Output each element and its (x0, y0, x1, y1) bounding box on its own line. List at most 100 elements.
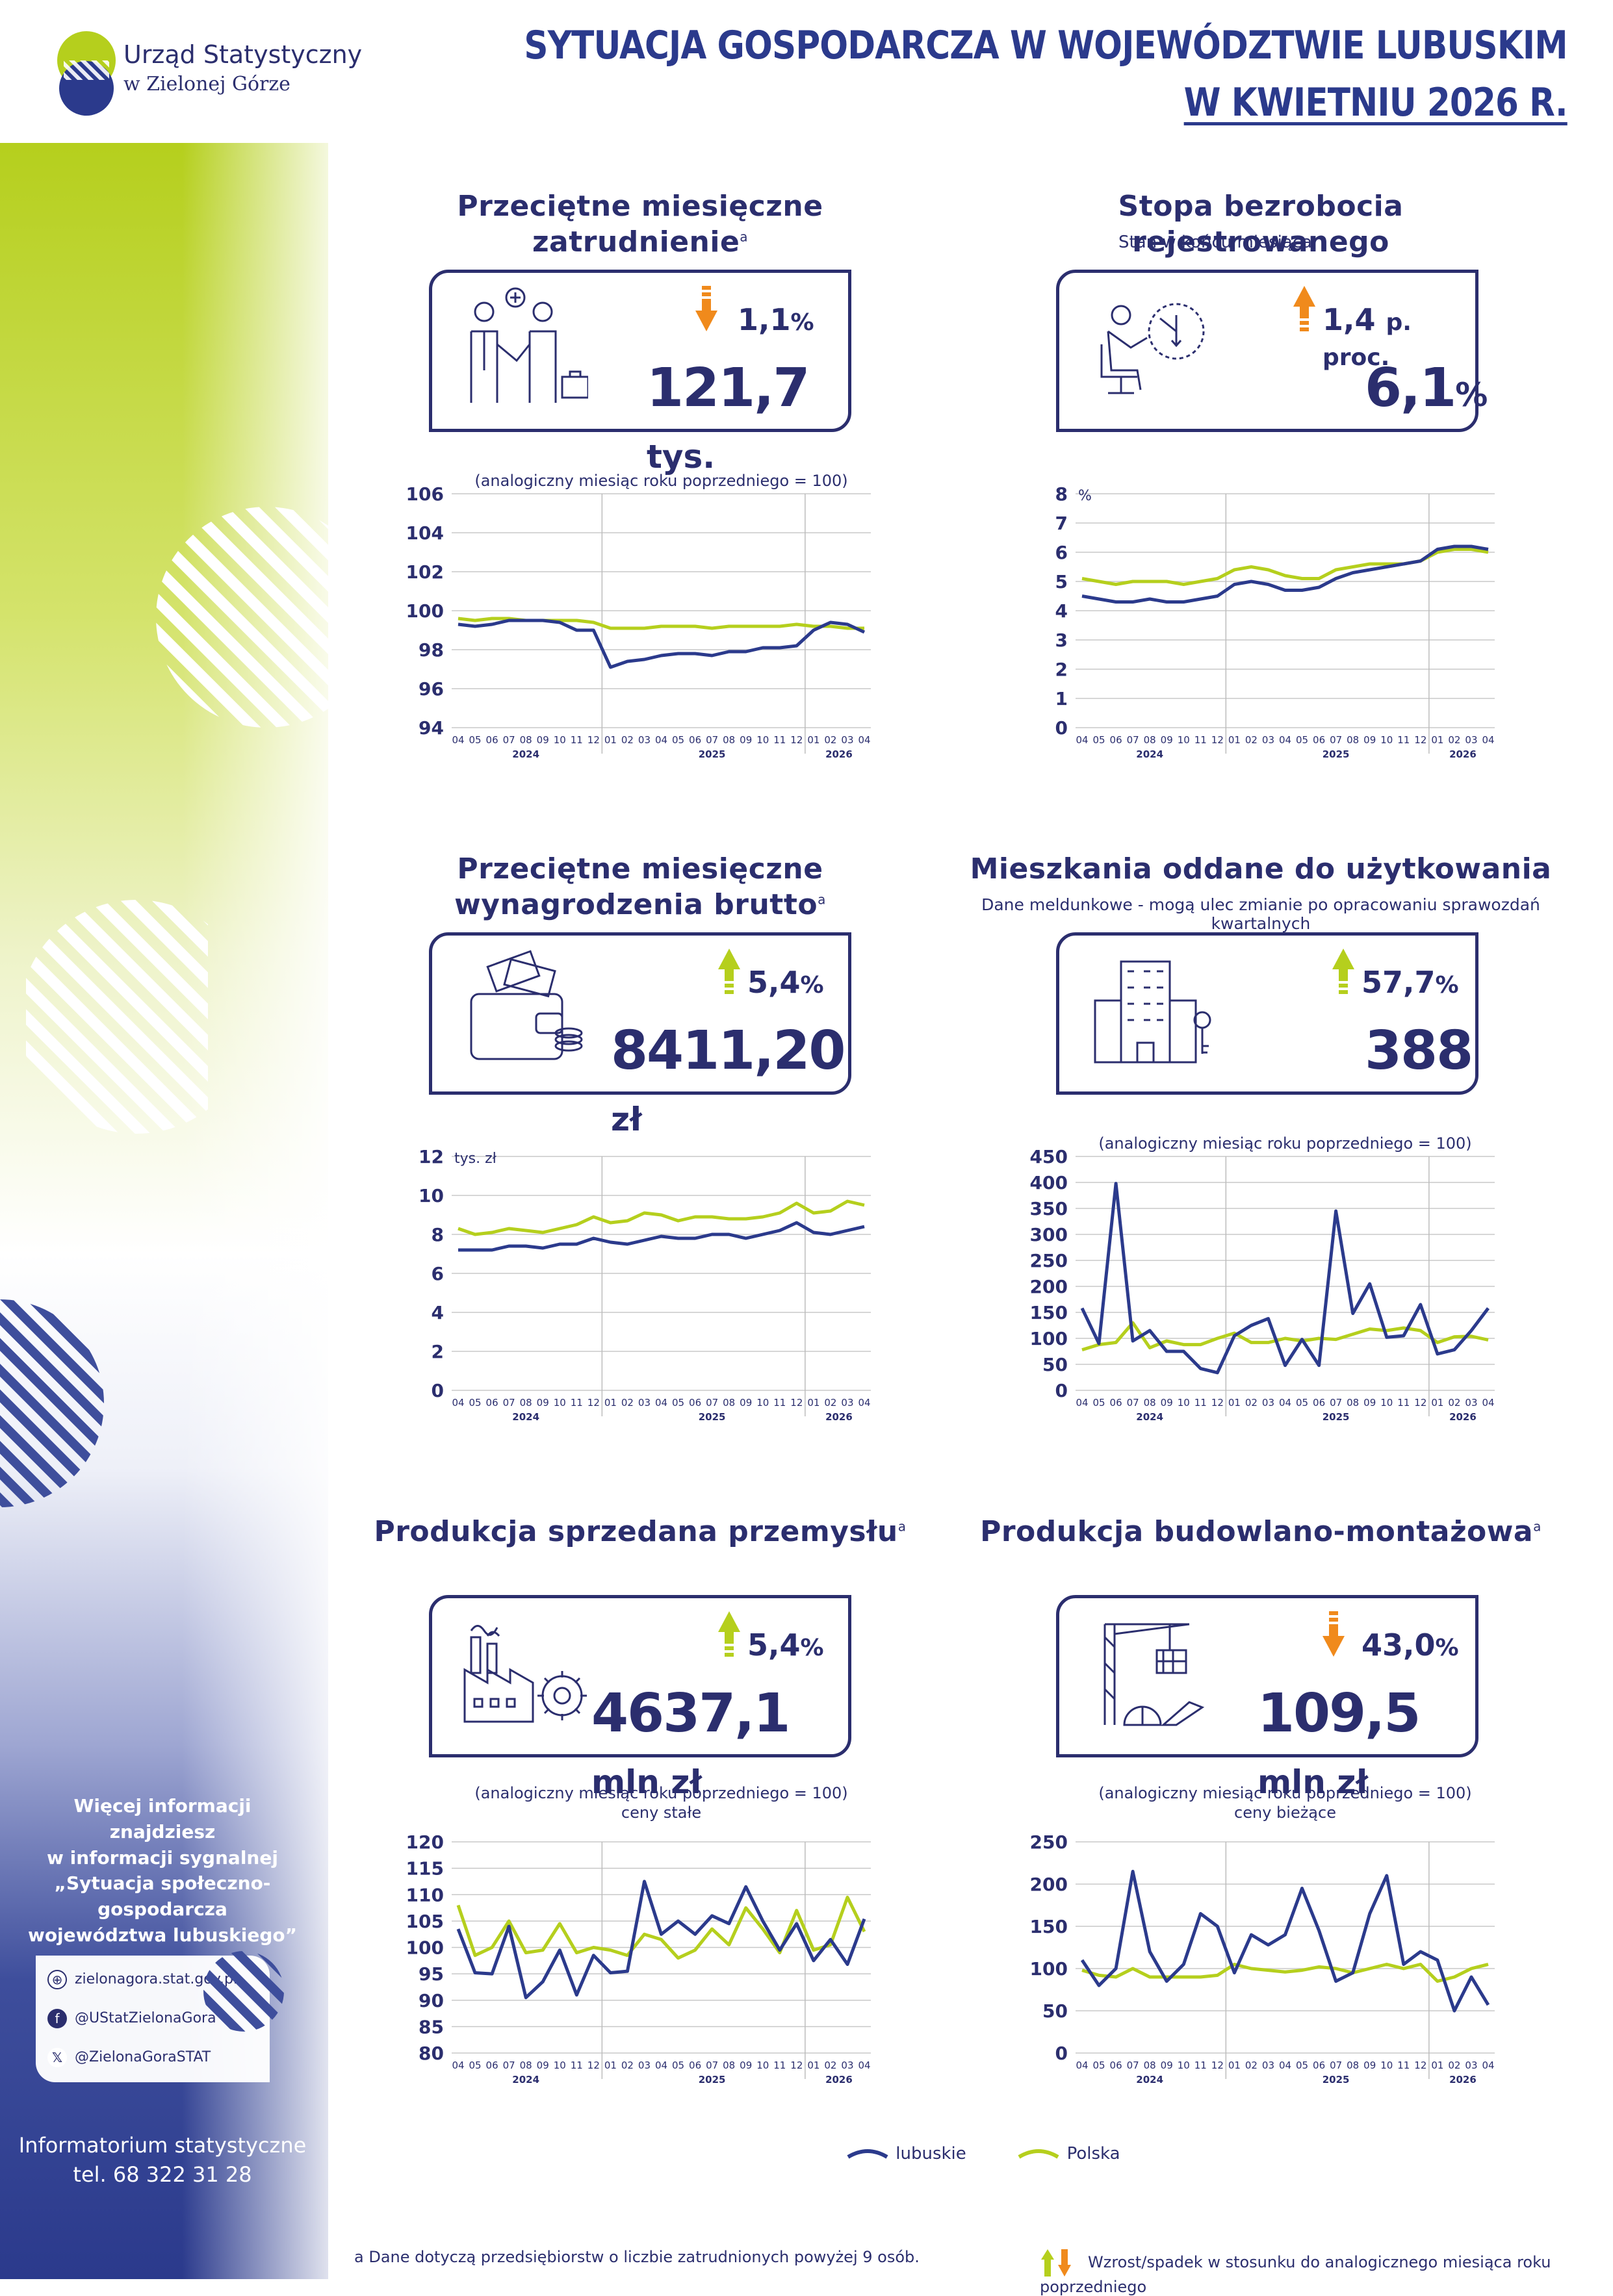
x-tick-label: 04 (452, 2060, 464, 2071)
y-tick-label: 8 (1055, 483, 1068, 505)
phone-label: Informatorium statystyczne (18, 2133, 307, 2158)
x-tick-label: 11 (571, 734, 583, 746)
x-tick-label: 08 (723, 2060, 735, 2071)
main-value: 4637,1 (591, 1683, 790, 1744)
title-line2: W KWIETNIU 2026 R. (1183, 80, 1568, 125)
series-line-polska (1081, 1963, 1489, 1983)
main-unit: tys. (647, 438, 716, 476)
x-tick-label: 11 (1194, 2060, 1207, 2071)
x-tick-label: 02 (1245, 734, 1258, 746)
sidebar-info-line: w informacji sygnalnej (47, 1846, 278, 1869)
year-label: 2025 (699, 748, 726, 760)
x-tick-label: 01 (807, 2060, 819, 2071)
phone-number: tel. 68 322 31 28 (73, 2162, 252, 2187)
x-logo-icon: 𝕏 (47, 2048, 67, 2067)
construction-chart-svg: (analogiczny miesiąc roku poprzedniego =… (1030, 1784, 1495, 2086)
y-tick-label: 250 (1030, 1831, 1068, 1853)
series-line-lubuskie (458, 1221, 865, 1252)
x-tick-label: 02 (621, 1397, 634, 1409)
y-tick-label: 85 (419, 2016, 444, 2037)
y-tick-label: 2 (1055, 659, 1068, 680)
x-tick-label: 11 (1397, 1397, 1410, 1409)
footnote-marker: a (897, 1518, 907, 1535)
x-tick-label: 09 (537, 734, 549, 746)
y-tick-label: 50 (1042, 2000, 1068, 2022)
page-title: SYTUACJA GOSPODARCZA W WOJEWÓDZTWIE LUBU… (524, 26, 1568, 140)
x-tick-label: 04 (858, 2060, 870, 2071)
change-value: 5,4 (747, 1627, 801, 1663)
up-down-arrows-icon (1041, 2249, 1071, 2277)
sidebar-info: Więcej informacji znajdziesz w informacj… (26, 1793, 299, 1948)
y-tick-label: 90 (419, 1990, 444, 2011)
x-tick-label: 12 (587, 1397, 600, 1409)
y-tick-label: 0 (1055, 717, 1068, 739)
housing-chart: (analogiczny miesiąc roku poprzedniego =… (1014, 1130, 1508, 1445)
x-tick-label: 04 (452, 734, 464, 746)
y-tick-label: 106 (406, 483, 444, 505)
x-tick-label: 03 (1262, 734, 1274, 746)
x-tick-label: 03 (1465, 734, 1477, 746)
gus-logo (57, 31, 116, 116)
waiting-person-icon (1100, 303, 1205, 394)
industry-card: 5,4% 4637,1 mln zł (429, 1595, 851, 1801)
x-tick-label: 12 (1414, 1397, 1426, 1409)
y-tick-label: 7 (1055, 513, 1068, 534)
x-tick-label: 09 (740, 1397, 752, 1409)
x-tick-label: 08 (1144, 2060, 1156, 2071)
x-tick-label: 07 (706, 2060, 718, 2071)
x-tick-label: 02 (1448, 2060, 1460, 2071)
industry-value: 4637,1 mln zł (591, 1683, 848, 1806)
chart-note: (analogiczny miesiąc roku poprzedniego =… (1098, 1134, 1471, 1153)
x-tick-label: 11 (1397, 2060, 1410, 2071)
arrow-down-icon (695, 286, 717, 331)
x-tick-label: 01 (604, 2060, 617, 2071)
x-tick-label: 06 (689, 1397, 701, 1409)
x-tick-label: 02 (1245, 1397, 1258, 1409)
unemployment-note: Stan w końcu miesiąca (1118, 233, 1312, 252)
x-tick-label: 04 (1482, 2060, 1494, 2071)
x-tick-label: 01 (807, 1397, 819, 1409)
x-tick-label: 02 (824, 734, 836, 746)
trend-note-text: Wzrost/spadek w stosunku do analogiczneg… (1040, 2253, 1551, 2296)
x-tick-label: 07 (1127, 1397, 1139, 1409)
facebook-link-text: @UStatZielonaGora (75, 2010, 216, 2026)
industry-chart: (analogiczny miesiąc roku poprzedniego =… (390, 1780, 884, 2108)
x-tick-label: 03 (638, 2060, 651, 2071)
x-tick-label: 04 (1482, 1397, 1494, 1409)
x-tick-label: 03 (638, 1397, 651, 1409)
y-tick-label: 80 (419, 2043, 444, 2064)
main-unit: mln zł (591, 1763, 702, 1801)
contact-facebook[interactable]: f @UStatZielonaGora (47, 2009, 216, 2028)
y-tick-label: 102 (406, 561, 444, 583)
x-tick-label: 06 (486, 2060, 498, 2071)
x-tick-label: 12 (1211, 734, 1224, 746)
y-tick-label: 1 (1055, 688, 1068, 709)
housing-chart-svg: (analogiczny miesiąc roku poprzedniego =… (1030, 1134, 1495, 1423)
year-label: 2024 (512, 748, 539, 760)
construction-card: 43,0% 109,5 mln zł (1056, 1595, 1478, 1801)
x-tick-label: 03 (1262, 1397, 1274, 1409)
y-tick-label: 100 (406, 1937, 444, 1959)
x-tick-label: 11 (571, 2060, 583, 2071)
x-tick-label: 10 (756, 1397, 769, 1409)
y-tick-label: 450 (1030, 1146, 1068, 1167)
x-tick-label: 05 (672, 2060, 684, 2071)
housing-change: 57,7% (1361, 965, 1459, 1000)
y-tick-label: 350 (1030, 1198, 1068, 1219)
x-tick-label: 12 (790, 2060, 803, 2071)
x-tick-label: 12 (1414, 2060, 1426, 2071)
legend-line-lubuskie (847, 2149, 888, 2159)
x-tick-label: 04 (1076, 1397, 1088, 1409)
y-tick-label: 0 (432, 1380, 444, 1401)
arrow-up-icon (718, 949, 740, 994)
contact-x[interactable]: 𝕏 @ZielonaGoraSTAT (47, 2048, 211, 2067)
y-tick-label: 150 (1030, 1302, 1068, 1323)
x-tick-label: 01 (604, 734, 617, 746)
x-tick-label: 07 (1127, 734, 1139, 746)
change-value: 1,4 (1323, 302, 1376, 337)
y-tick-label: 200 (1030, 1276, 1068, 1297)
y-tick-label: 8 (432, 1224, 444, 1245)
x-tick-label: 06 (1313, 734, 1325, 746)
title-line1: SYTUACJA GOSPODARCZA W WOJEWÓDZTWIE LUBU… (524, 23, 1568, 68)
